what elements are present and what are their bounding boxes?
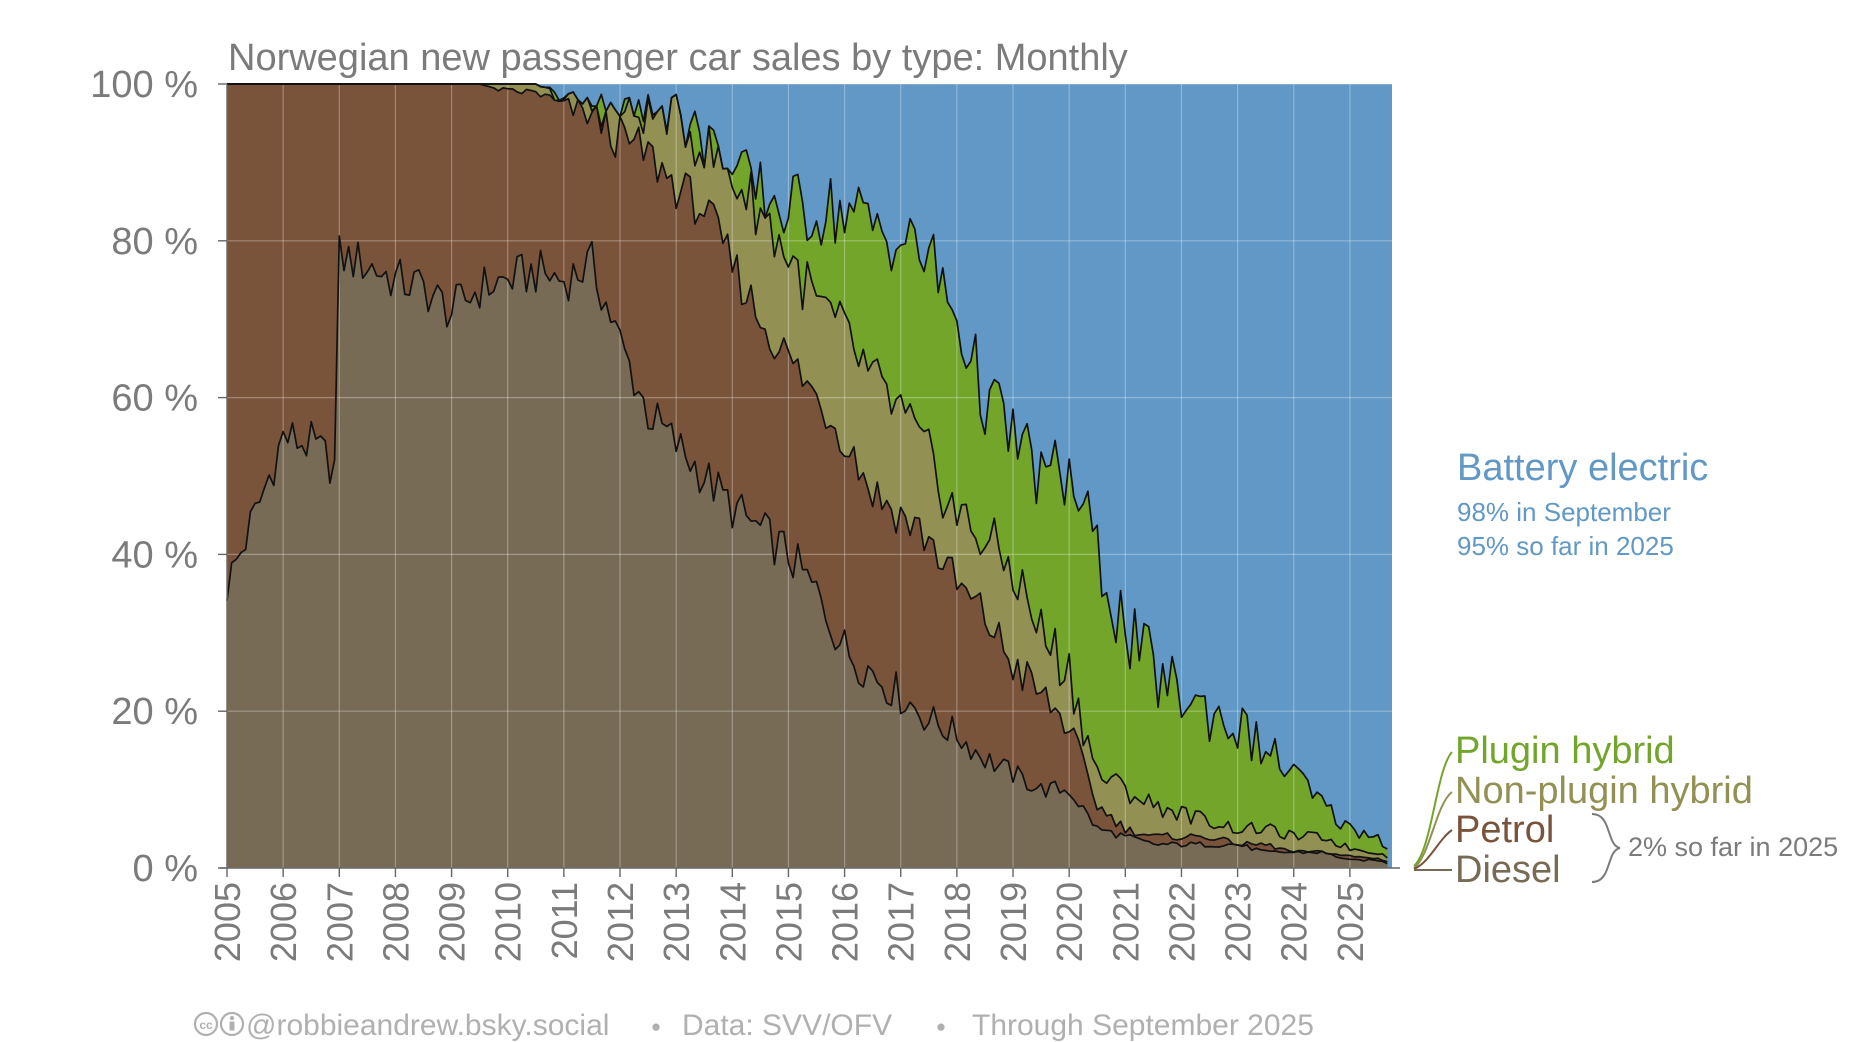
x-tick-label: 2009 [432,882,473,962]
boundary-plugin [227,83,1388,850]
y-tick-label: 40 % [111,534,198,576]
series-diesel-area [227,236,1388,869]
leader-line-plugin [1413,751,1453,867]
x-tick-label: 2005 [207,882,248,962]
footer: cc @robbieandrew.bsky.social ● Data: SVV… [193,1009,1314,1042]
boundary-diesel [226,235,1388,865]
x-tick-label: 2008 [375,882,416,962]
legend-petrol: Petrol [1455,809,1554,851]
legend-battery-note-year: 95% so far in 2025 [1457,531,1674,561]
x-tick-label: 2025 [1330,882,1371,962]
x-tick-label: 2018 [937,882,978,962]
x-tick-label: 2014 [712,882,753,962]
x-tick-label: 2011 [544,882,585,959]
axes: 0 % 20 % 40 % 60 % 80 % 100 % 2005 2006 2007 2008… [90,64,1400,962]
leader-line-petrol [1413,829,1453,870]
legend-non-plugin-hybrid: Non-plugin hybrid [1455,770,1753,812]
plot-area [227,84,1392,869]
footer-separator-1: ● [651,1017,661,1036]
fossil-brace [1591,813,1621,883]
x-tick-label: 2020 [1049,882,1090,962]
footer-source: Data: SVV/OFV [682,1009,892,1042]
x-tick-label: 2015 [768,882,809,962]
x-tick-label: 2006 [263,882,304,962]
footer-through: Through September 2025 [972,1009,1314,1042]
x-tick-label: 2022 [1162,882,1203,962]
legend-battery-electric: Battery electric [1457,447,1708,489]
legend-diesel: Diesel [1455,849,1561,891]
x-tick-label: 2007 [319,882,360,962]
leader-line-nonplugin [1413,791,1453,869]
x-tick-label: 2023 [1218,882,1259,962]
x-tick-label: 2016 [825,882,866,962]
y-tick-label: 60 % [111,378,198,420]
footer-separator-2: ● [936,1017,946,1036]
chart-title: Norwegian new passenger car sales by typ… [228,37,1128,79]
legend-battery-note-month: 98% in September [1457,497,1671,527]
x-tick-label: 2012 [600,882,641,962]
x-tick-label: 2017 [881,882,922,962]
by-icon [219,1011,245,1037]
footer-author: @robbieandrew.bsky.social [246,1009,609,1042]
y-tick-label: 0 % [133,848,198,890]
series-boundaries [226,83,1388,865]
svg-text:cc: cc [199,1018,213,1032]
x-tick-label: 2010 [488,882,529,962]
cc-icon [193,1011,219,1037]
legend-fossil-note: 2% so far in 2025 [1628,832,1838,862]
y-tick-label: 100 % [90,64,198,106]
y-tick-label: 20 % [111,691,198,733]
x-tick-label: 2021 [1105,882,1146,962]
legend: Battery electric 98% in September 95% so… [1413,447,1838,891]
x-tick-label: 2024 [1274,882,1315,962]
x-tick-label: 2013 [656,882,697,962]
y-tick-label: 80 % [111,221,198,263]
legend-plugin-hybrid: Plugin hybrid [1455,730,1675,772]
x-tick-label: 2019 [993,882,1034,962]
